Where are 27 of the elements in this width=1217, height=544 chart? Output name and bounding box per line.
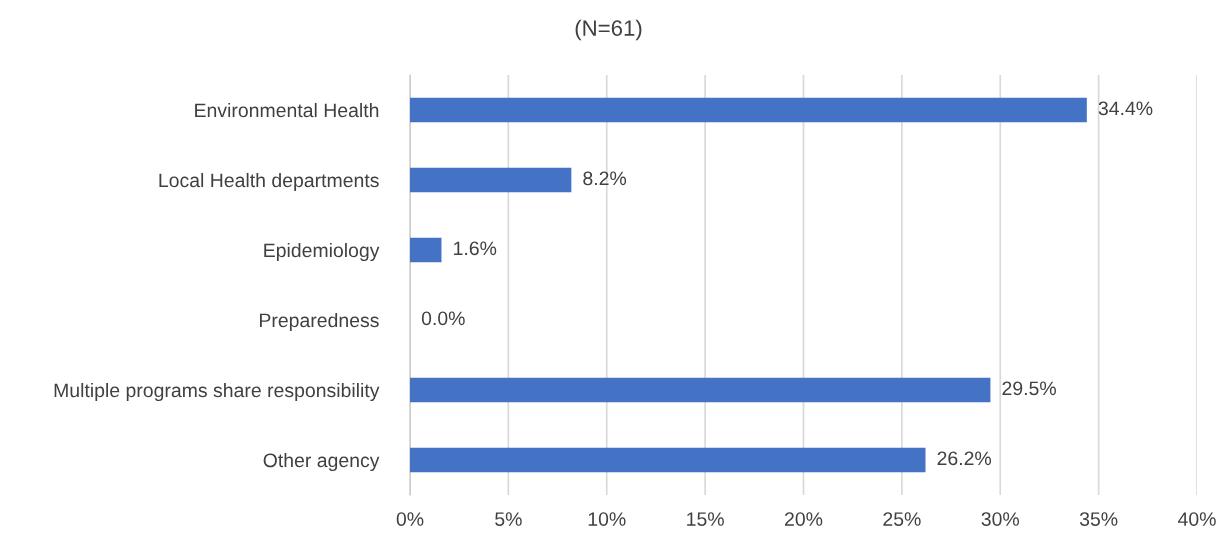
y-tick-label: Multiple programs share responsibility	[54, 382, 380, 402]
y-tick-label: Epidemiology	[264, 242, 380, 262]
x-tick-label: 25%	[883, 512, 921, 526]
bar	[410, 237, 442, 263]
data-label: 1.6%	[454, 241, 497, 256]
y-tick-label: Preparedness	[259, 312, 379, 332]
x-tick-label: 35%	[1079, 512, 1118, 526]
bar	[410, 167, 572, 193]
bar	[410, 447, 926, 473]
data-label: 34.4%	[1098, 101, 1153, 116]
x-tick-label: 20%	[785, 512, 823, 526]
y-tick-label: Local Health departments	[159, 172, 379, 192]
data-label: 8.2%	[583, 171, 627, 186]
data-label: 0.0%	[421, 311, 465, 326]
bar	[410, 377, 991, 403]
data-label: 29.5%	[1002, 381, 1056, 396]
x-tick-label: 15%	[687, 512, 724, 526]
x-tick-label: 5%	[495, 512, 522, 526]
x-tick-label: 40%	[1177, 512, 1216, 526]
bar	[410, 97, 1087, 123]
x-tick-label: 0%	[396, 512, 424, 526]
x-tick-label: 30%	[981, 512, 1020, 526]
chart-title: (N=61)	[575, 19, 642, 41]
x-tick-label: 10%	[588, 512, 626, 526]
y-tick-label: Environmental Health	[195, 102, 379, 118]
data-label: 26.2%	[937, 451, 992, 466]
y-tick-label: Other agency	[263, 452, 380, 472]
